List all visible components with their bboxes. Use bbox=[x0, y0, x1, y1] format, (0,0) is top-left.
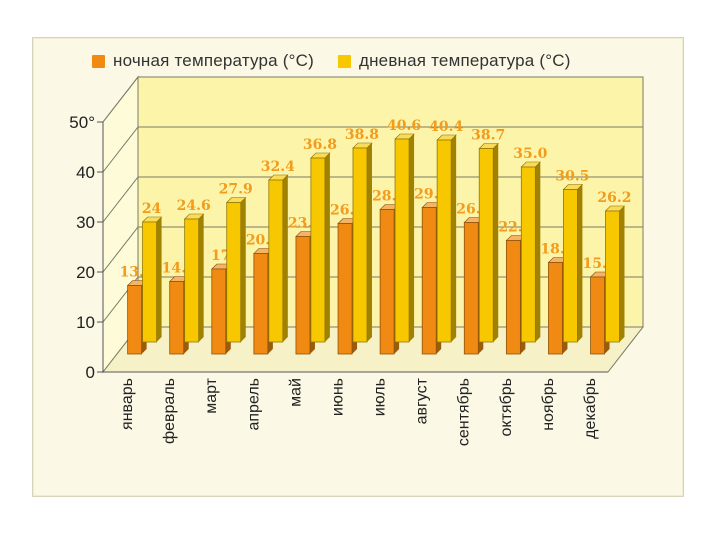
bar-front bbox=[142, 221, 157, 343]
legend-label-day: дневная температура (°C) bbox=[358, 51, 571, 70]
x-tick-label: ноябрь bbox=[540, 378, 557, 431]
gridline bbox=[102, 76, 643, 123]
x-tick-label: июнь bbox=[329, 378, 346, 416]
gridline bbox=[102, 126, 643, 173]
data-label: 38.7 bbox=[471, 128, 505, 144]
bar-day-2 bbox=[183, 213, 205, 343]
bar-front bbox=[436, 139, 452, 343]
bar-side bbox=[535, 162, 541, 342]
bar-side bbox=[324, 153, 330, 342]
bar-front bbox=[352, 147, 368, 343]
bar-front bbox=[520, 166, 536, 343]
legend-item-night: ночная температура (°C) bbox=[92, 51, 314, 71]
y-tick-label: 10 bbox=[76, 313, 95, 332]
bar-side bbox=[619, 206, 625, 342]
data-label: 17 bbox=[211, 248, 230, 264]
bar-day-3 bbox=[226, 197, 247, 343]
legend-label-night: ночная температура (°C) bbox=[113, 51, 314, 70]
x-tick-label: сентябрь bbox=[456, 378, 473, 446]
bar-front bbox=[226, 202, 242, 343]
bar-front bbox=[184, 218, 200, 343]
y-tick-label: 0 bbox=[86, 363, 95, 382]
legend-item-day: дневная температура (°C) bbox=[337, 51, 571, 71]
bar-front bbox=[505, 240, 521, 355]
bar-front bbox=[268, 179, 284, 343]
bar-day-6 bbox=[352, 142, 373, 343]
bar-side bbox=[282, 175, 288, 342]
bar-day-9 bbox=[478, 143, 499, 343]
bar-front bbox=[169, 281, 185, 355]
y-tick-label: 20 bbox=[76, 263, 95, 282]
bar-side bbox=[366, 143, 372, 342]
data-label: 26.2 bbox=[597, 190, 631, 206]
legend: ночная температура (°C) дневная температ… bbox=[92, 46, 595, 76]
bar-front bbox=[253, 253, 269, 355]
y-tick-label: 40 bbox=[76, 163, 95, 182]
gridline bbox=[102, 176, 643, 223]
data-label: 40.6 bbox=[387, 118, 421, 134]
bar-front bbox=[211, 268, 227, 355]
x-tick-label: декабрь bbox=[582, 378, 599, 439]
bar-side bbox=[409, 134, 415, 342]
bar-day-7 bbox=[394, 133, 415, 343]
bar-side bbox=[577, 184, 583, 342]
data-label: 36.8 bbox=[303, 137, 337, 153]
bar-front bbox=[605, 210, 620, 343]
bar-front bbox=[563, 189, 578, 343]
bar-front bbox=[337, 223, 353, 355]
data-label: 24 bbox=[142, 201, 162, 217]
y-tick-label: 30 bbox=[76, 213, 95, 232]
data-label: 38.8 bbox=[345, 127, 379, 143]
data-label: 40.4 bbox=[429, 119, 463, 135]
bar-side bbox=[451, 135, 457, 342]
legend-swatch-night bbox=[92, 54, 105, 68]
bar-day-4 bbox=[268, 174, 289, 343]
bar-day-8 bbox=[436, 134, 457, 343]
bar-front bbox=[421, 207, 437, 355]
bar-side bbox=[493, 143, 499, 342]
x-tick-label: март bbox=[203, 377, 220, 413]
x-tick-label: май bbox=[287, 378, 304, 407]
bar-front bbox=[590, 276, 605, 355]
bar-front bbox=[548, 262, 563, 355]
x-tick-label: январь bbox=[119, 378, 136, 430]
bar-day-12 bbox=[604, 205, 626, 343]
legend-swatch-day bbox=[337, 54, 351, 68]
bar-day-1 bbox=[141, 216, 163, 343]
bar-front bbox=[310, 157, 326, 343]
y-tick-label: 50° bbox=[69, 113, 95, 132]
bar-day-11 bbox=[562, 184, 584, 343]
data-label: 30.5 bbox=[555, 169, 589, 185]
bar-front bbox=[379, 209, 395, 355]
data-label: 27.9 bbox=[219, 182, 253, 198]
data-label: 32.4 bbox=[261, 159, 295, 175]
x-tick-label: июль bbox=[372, 378, 389, 416]
x-tick-label: февраль bbox=[161, 378, 178, 444]
bar-front bbox=[127, 285, 143, 355]
bar-day-10 bbox=[520, 161, 542, 343]
x-tick-label: октябрь bbox=[498, 378, 515, 436]
bar-day-5 bbox=[310, 152, 331, 343]
data-label: 35.0 bbox=[513, 146, 547, 162]
bar-front bbox=[295, 236, 311, 355]
bar-front bbox=[394, 138, 410, 343]
bar-side bbox=[198, 214, 204, 342]
bar-side bbox=[240, 197, 246, 342]
data-label: 24.6 bbox=[177, 198, 211, 214]
x-tick-label: апрель bbox=[245, 378, 262, 431]
bar-front bbox=[463, 222, 479, 355]
bar-front bbox=[478, 148, 494, 343]
x-tick-label: август bbox=[414, 377, 431, 424]
bar-side bbox=[156, 217, 162, 342]
